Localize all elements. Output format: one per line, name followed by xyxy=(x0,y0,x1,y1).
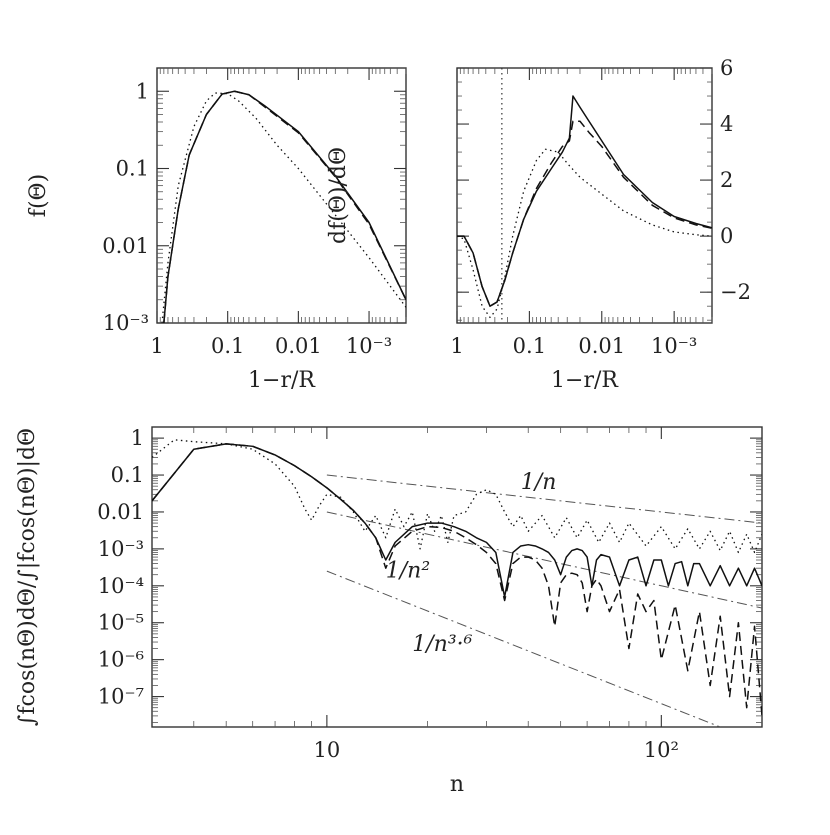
x-tick-label: 10⁻³ xyxy=(651,334,697,358)
plot-area xyxy=(152,439,762,727)
x-tick-label: 1 xyxy=(150,334,163,358)
y-axis-title: f(Θ) xyxy=(26,174,51,217)
y-tick-label: 1 xyxy=(131,426,144,450)
plot-area xyxy=(161,90,406,323)
x-tick-label: 10 xyxy=(314,738,341,762)
plot-area xyxy=(457,68,712,323)
y-axis-title: df(Θ)/dΘ xyxy=(326,147,351,244)
reference-line-label: 1/n³·⁶ xyxy=(412,632,472,657)
series-dashed xyxy=(457,120,712,307)
panel-bottom: 10 10² 1 0.1 0.01 10⁻³ 10⁻⁴ 10⁻⁵ 10⁻⁶ 10⁻⁷ n ∫fcos(… xyxy=(15,426,763,797)
y-tick-label: 6 xyxy=(720,56,733,80)
x-tick-label: 0.1 xyxy=(513,334,546,358)
y-tick-label: 0.1 xyxy=(116,157,149,181)
series-dotted xyxy=(161,92,406,323)
series-dotted xyxy=(152,439,762,554)
y-tick-label: 10⁻⁴ xyxy=(98,574,144,598)
y-tick-label: −2 xyxy=(720,280,751,304)
plot-frame xyxy=(151,426,763,728)
plot-frame xyxy=(156,67,407,324)
plot-frame xyxy=(456,67,713,324)
reference-line-3 xyxy=(326,570,721,727)
x-tick-label: 0.01 xyxy=(578,334,625,358)
series-dashed xyxy=(163,90,406,323)
x-tick-label: 10⁻³ xyxy=(346,334,392,358)
series-solid xyxy=(163,90,406,323)
y-axis-title: ∫fcos(nΘ)dΘ/∫|fcos(nΘ)|dΘ xyxy=(15,428,40,726)
x-axis-title: 1−r/R xyxy=(551,368,619,393)
y-tick-label: 10⁻³ xyxy=(98,537,144,561)
reference-line-label: 1/n² xyxy=(386,558,430,583)
series-dashed xyxy=(152,443,762,716)
y-tick-label: 10⁻⁷ xyxy=(98,685,144,709)
y-tick-label: 4 xyxy=(720,112,733,136)
reference-line-1 xyxy=(326,474,762,524)
x-tick-label: 0.01 xyxy=(275,334,322,358)
reference-line-label: 1/n xyxy=(521,470,557,495)
y-tick-label: 10⁻⁶ xyxy=(98,648,144,672)
series-dotted xyxy=(457,148,712,319)
series-solid xyxy=(152,443,762,598)
series-solid xyxy=(457,95,712,307)
x-axis-title: n xyxy=(450,772,464,797)
y-tick-label: 0 xyxy=(720,224,733,248)
x-tick-label: 10² xyxy=(644,738,679,762)
panel-top-right: 1 0.1 0.01 10⁻³ 6 4 2 0 −2 1−r/R df(Θ)/dΘ xyxy=(326,56,751,393)
y-tick-label: 1 xyxy=(136,79,149,103)
x-tick-label: 0.1 xyxy=(211,334,244,358)
reference-line-2 xyxy=(326,511,762,609)
x-tick-label: 1 xyxy=(450,334,463,358)
y-tick-label: 0.1 xyxy=(111,463,144,487)
y-tick-label: 10⁻⁵ xyxy=(98,611,144,635)
y-tick-label: 0.01 xyxy=(97,500,144,524)
y-tick-label: 2 xyxy=(720,168,733,192)
y-tick-label: 0.01 xyxy=(102,234,149,258)
y-tick-label: 10⁻³ xyxy=(103,311,149,335)
x-axis-title: 1−r/R xyxy=(248,368,316,393)
